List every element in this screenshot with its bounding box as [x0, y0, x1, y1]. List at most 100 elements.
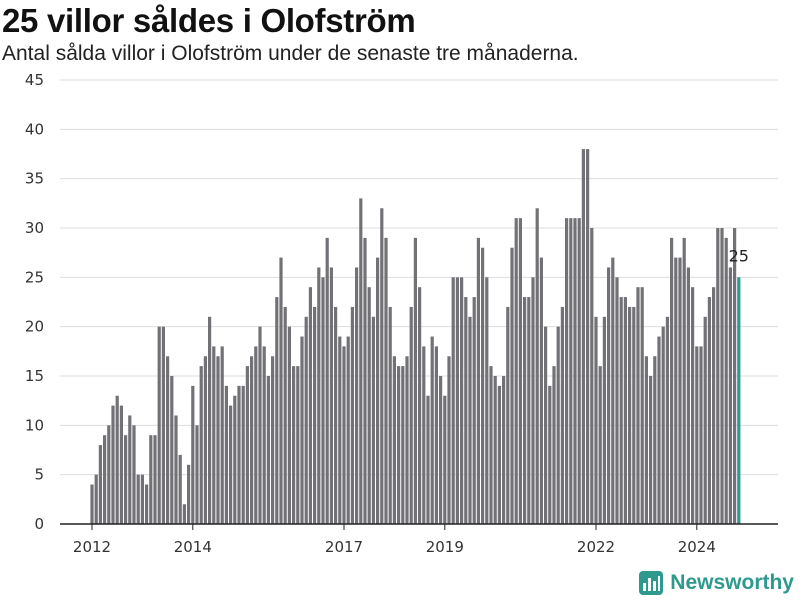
bar — [216, 356, 220, 524]
bar — [124, 435, 128, 524]
bar — [720, 228, 724, 524]
data-labels: 25 — [729, 246, 749, 265]
bar — [174, 415, 178, 524]
y-tick-label: 0 — [34, 515, 44, 533]
bar — [682, 237, 686, 524]
bar — [397, 366, 401, 524]
y-tick-label: 45 — [25, 71, 44, 89]
bar — [266, 376, 270, 524]
bar — [569, 218, 573, 524]
bar — [166, 356, 170, 524]
bar — [401, 366, 405, 524]
bar — [279, 257, 283, 524]
bar — [161, 326, 165, 524]
bar — [380, 208, 384, 524]
bar — [140, 474, 144, 524]
bar — [195, 425, 199, 524]
y-tick-label: 35 — [25, 170, 44, 188]
bar — [489, 366, 493, 524]
bar — [439, 376, 443, 524]
bar — [304, 316, 308, 524]
bar — [107, 425, 111, 524]
bar — [296, 366, 300, 524]
bar — [615, 277, 619, 524]
bar — [535, 208, 539, 524]
bar — [514, 218, 518, 524]
bar — [565, 218, 569, 524]
bar — [392, 356, 396, 524]
x-tick-label: 2022 — [577, 538, 615, 556]
bar — [695, 346, 699, 524]
bar — [94, 474, 98, 524]
bar — [728, 267, 732, 524]
latest-value-label: 25 — [729, 246, 749, 265]
bar — [325, 237, 329, 524]
bar — [523, 297, 527, 524]
bar — [300, 336, 304, 524]
bar — [376, 257, 380, 524]
bar — [548, 385, 552, 524]
chart-subtitle: Antal sålda villor i Olofström under de … — [2, 42, 579, 65]
bar — [628, 306, 632, 524]
newsworthy-logo-icon — [639, 571, 664, 595]
bar — [623, 297, 627, 524]
bar-latest — [737, 277, 741, 524]
bar — [233, 395, 237, 524]
bar — [418, 287, 422, 524]
bar — [573, 218, 577, 524]
bar — [90, 484, 94, 524]
bar — [502, 376, 506, 524]
x-tick-label: 2017 — [325, 538, 363, 556]
bar — [199, 366, 203, 524]
y-tick-label: 15 — [25, 367, 44, 385]
bar — [157, 326, 161, 524]
bar — [229, 405, 233, 524]
y-axis-ticks: 0 5 10 15 20 25 30 35 40 45 — [25, 71, 44, 533]
y-tick-label: 30 — [25, 219, 44, 237]
bar — [539, 257, 543, 524]
bar — [531, 277, 535, 524]
bar — [359, 198, 363, 524]
bar — [245, 366, 249, 524]
bar — [317, 267, 321, 524]
bar — [451, 277, 455, 524]
bar — [308, 287, 312, 524]
bar — [653, 356, 657, 524]
bar — [506, 306, 510, 524]
bar — [224, 385, 228, 524]
bar — [468, 316, 472, 524]
bar — [724, 237, 728, 524]
y-tick-label: 5 — [34, 466, 44, 484]
bar — [119, 405, 123, 524]
bar — [703, 316, 707, 524]
bar — [250, 356, 254, 524]
bar — [334, 306, 338, 524]
bar — [670, 237, 674, 524]
bar — [187, 464, 191, 524]
bar — [409, 306, 413, 524]
bar — [455, 277, 459, 524]
bar — [476, 237, 480, 524]
bar — [602, 316, 606, 524]
bar — [220, 346, 224, 524]
bar — [661, 326, 665, 524]
bar — [518, 218, 522, 524]
bar — [733, 228, 737, 524]
bar — [691, 287, 695, 524]
bar — [283, 306, 287, 524]
bar — [405, 356, 409, 524]
bar — [338, 336, 342, 524]
bar — [329, 267, 333, 524]
bar — [586, 149, 590, 525]
bar — [170, 376, 174, 524]
bar — [355, 267, 359, 524]
bar — [556, 326, 560, 524]
x-tick-label: 2012 — [73, 538, 111, 556]
bar — [716, 228, 720, 524]
bar — [678, 257, 682, 524]
bar — [258, 326, 262, 524]
bar — [430, 336, 434, 524]
bar — [271, 356, 275, 524]
brand-name: Newsworthy — [670, 571, 794, 594]
